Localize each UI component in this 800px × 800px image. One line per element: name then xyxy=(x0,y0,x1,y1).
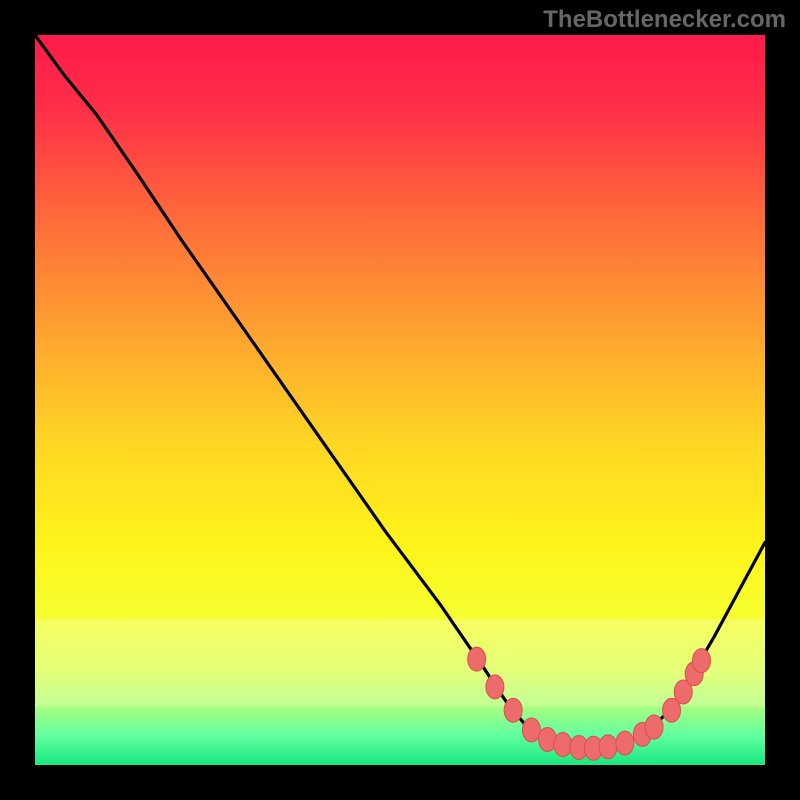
bottleneck-chart xyxy=(0,0,800,800)
watermark-text: TheBottlenecker.com xyxy=(543,6,786,34)
chart-container: TheBottlenecker.com xyxy=(0,0,800,800)
